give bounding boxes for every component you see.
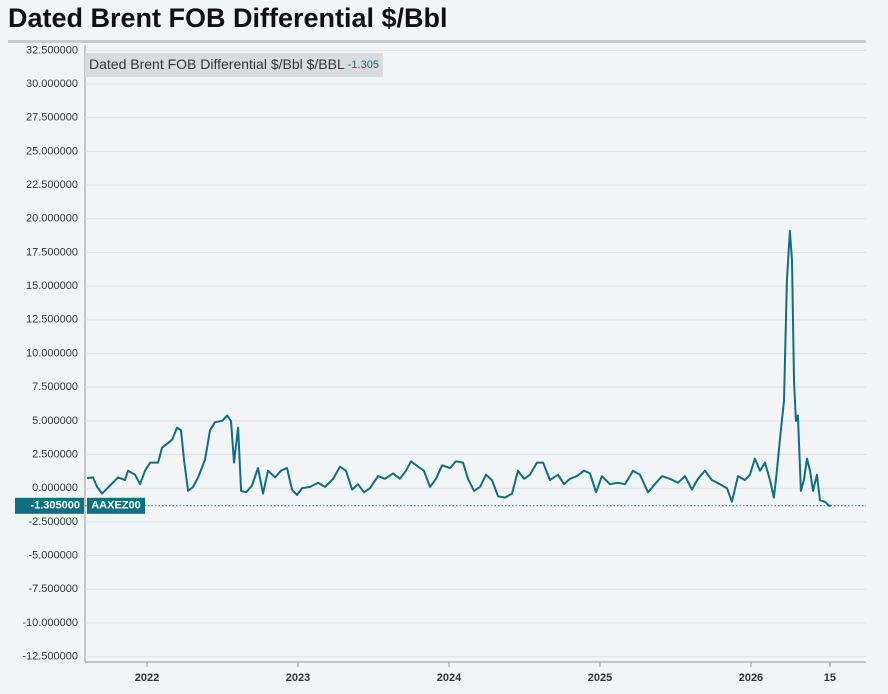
series-line — [86, 229, 832, 507]
y-tick-label: 15.000000 — [26, 280, 78, 292]
last-value-tag-bg — [15, 497, 84, 514]
y-tick-label: 32.500000 — [26, 44, 78, 56]
x-tick-label: 2022 — [135, 672, 159, 684]
chart-title: Dated Brent FOB Differential $/Bbl — [8, 3, 448, 33]
y-tick-label: 10.000000 — [26, 347, 78, 359]
x-tick-label: 2026 — [739, 672, 763, 684]
y-tick-label: 7.500000 — [32, 381, 78, 393]
legend-name: Dated Brent FOB Differential $/Bbl $/BBL — [89, 56, 345, 72]
legend-value: -1.305 — [348, 59, 379, 71]
y-tick-label: -10.000000 — [22, 617, 78, 629]
legend: Dated Brent FOB Differential $/Bbl $/BBL… — [89, 56, 379, 72]
x-tick-label: 2023 — [286, 672, 310, 684]
y-tick-label: 20.000000 — [26, 213, 78, 225]
x-tick-label: 15 — [824, 672, 836, 684]
symbol-tag: AAXEZ00 — [91, 500, 141, 512]
symbol-tag-bg — [87, 497, 145, 514]
x-tick-label: 2025 — [588, 672, 612, 684]
y-tick-label: 22.500000 — [26, 179, 78, 191]
y-tick-label: -2.500000 — [28, 516, 78, 528]
y-tick-label: 12.500000 — [26, 314, 78, 326]
y-tick-label: 30.000000 — [26, 78, 78, 90]
legend-bg — [85, 53, 383, 77]
y-tick-label: 27.500000 — [26, 112, 78, 124]
y-tick-label: 5.000000 — [32, 415, 78, 427]
y-tick-label: -12.500000 — [22, 651, 78, 663]
y-tick-label: -5.000000 — [28, 549, 78, 561]
y-tick-label: 17.500000 — [26, 246, 78, 258]
y-tick-label: 2.500000 — [32, 448, 78, 460]
y-tick-label: 0.000000 — [32, 482, 78, 494]
last-value-tag: -1.305000 — [30, 500, 80, 512]
x-tick-label: 2024 — [437, 672, 462, 684]
title-rule — [8, 40, 866, 43]
y-tick-label: -7.500000 — [28, 583, 78, 595]
y-tick-label: 25.000000 — [26, 145, 78, 157]
